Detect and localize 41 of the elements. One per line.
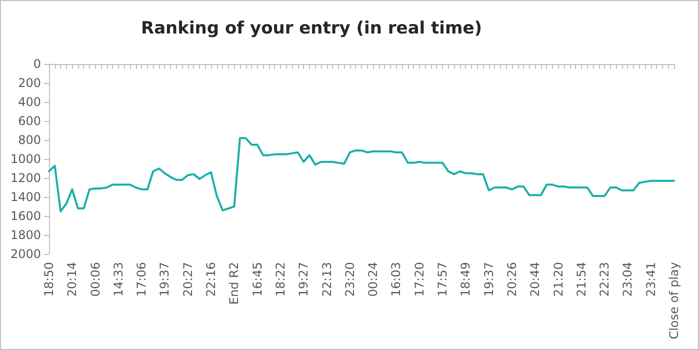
x-tick-label: 19:37 bbox=[158, 262, 172, 297]
x-tick-label: 18:22 bbox=[273, 262, 288, 297]
x-tick-label: 16:45 bbox=[250, 262, 264, 297]
x-tick-label: 18:50 bbox=[42, 262, 56, 297]
x-tick-label: 23:20 bbox=[342, 262, 357, 297]
x-tick-label: 23:41 bbox=[644, 262, 658, 297]
x-tick-label: 22:13 bbox=[320, 262, 334, 297]
x-tick-label: Close of play bbox=[667, 262, 681, 340]
x-tick-label: 16:03 bbox=[389, 262, 404, 297]
y-tick-label: 400 bbox=[18, 95, 41, 109]
x-tick-label: 22:16 bbox=[204, 262, 218, 297]
x-tick-label: 21:20 bbox=[551, 262, 566, 297]
x-tick-label: 23:04 bbox=[620, 262, 635, 297]
x-tick-label: 18:49 bbox=[458, 262, 473, 297]
x-tick-label: 17:20 bbox=[412, 262, 426, 297]
y-tick-label: 1200 bbox=[10, 171, 41, 185]
x-tick-label: 17:57 bbox=[436, 262, 450, 297]
x-tick-label: 14:33 bbox=[111, 262, 126, 297]
chart-title: Ranking of your entry (in real time) bbox=[141, 18, 482, 38]
x-tick-label: 20:26 bbox=[504, 262, 519, 297]
x-tick-label: 17:06 bbox=[134, 262, 149, 297]
x-tick-label: 22:23 bbox=[598, 262, 612, 297]
y-tick-label: 0 bbox=[33, 57, 41, 71]
x-tick-label: 21:54 bbox=[574, 262, 588, 297]
x-tick-label: 20:44 bbox=[528, 262, 542, 297]
y-tick-label: 2000 bbox=[10, 247, 41, 261]
x-tick-label: 19:27 bbox=[296, 262, 311, 297]
x-tick-label: 20:14 bbox=[65, 262, 80, 297]
x-tick-label: End R2 bbox=[227, 262, 242, 305]
x-tick-label: 00:24 bbox=[366, 262, 380, 297]
y-tick-label: 1400 bbox=[10, 190, 41, 204]
x-tick-label: 00:06 bbox=[88, 262, 102, 297]
y-tick-label: 800 bbox=[18, 133, 41, 147]
y-tick-label: 1000 bbox=[10, 152, 41, 166]
line-series bbox=[48, 137, 675, 212]
y-tick-label: 1800 bbox=[10, 228, 41, 242]
x-tick-label: 19:37 bbox=[482, 262, 496, 297]
y-tick-label: 200 bbox=[18, 76, 41, 90]
y-tick-label: 600 bbox=[18, 114, 41, 128]
x-tick-label: 20:27 bbox=[180, 262, 195, 297]
y-tick-label: 1600 bbox=[10, 209, 41, 223]
